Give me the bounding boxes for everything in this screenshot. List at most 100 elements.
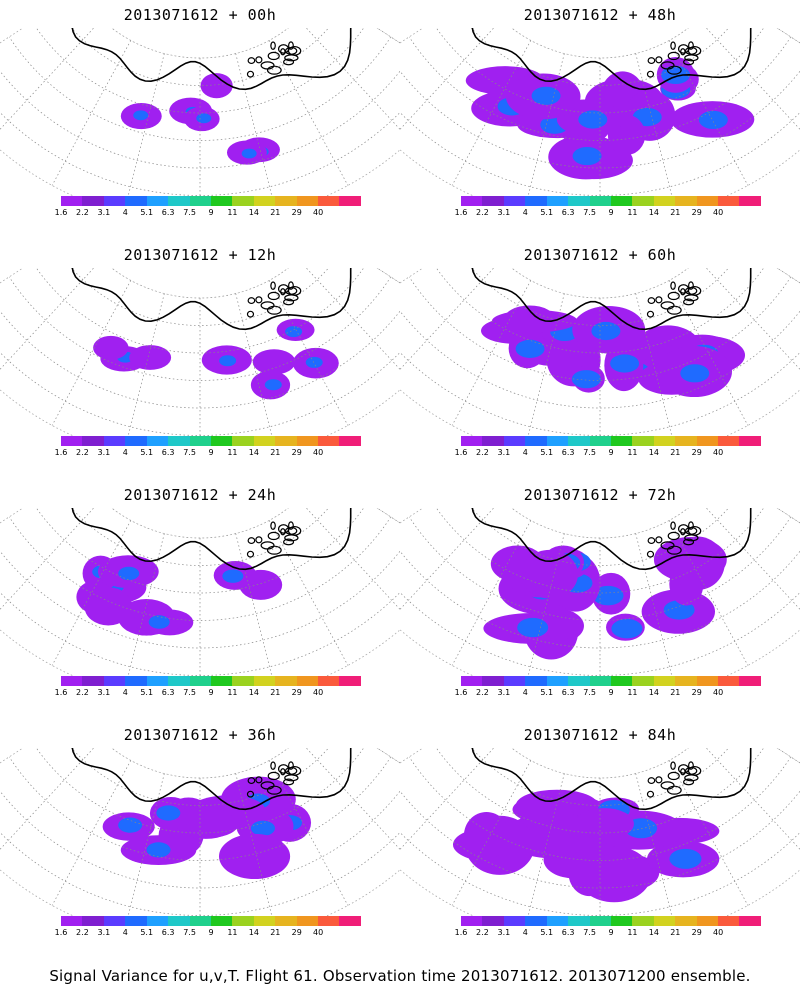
latitude-line bbox=[111, 748, 289, 779]
island bbox=[255, 536, 263, 544]
coastline bbox=[471, 268, 752, 331]
colorbar-label: 9 bbox=[208, 928, 214, 937]
panel-title: 2013071612 + 60h bbox=[523, 246, 677, 264]
colorbar-label: 9 bbox=[608, 928, 614, 937]
island bbox=[283, 538, 295, 546]
colorbar-swatch bbox=[296, 436, 319, 446]
island bbox=[670, 281, 676, 290]
longitude-line bbox=[305, 748, 400, 850]
variance-core bbox=[118, 566, 140, 581]
longitude-line bbox=[376, 28, 400, 44]
island bbox=[266, 65, 282, 75]
colorbar-label: 29 bbox=[291, 928, 302, 937]
variance-core bbox=[515, 339, 545, 358]
colorbar-swatch bbox=[103, 196, 126, 206]
colorbar-label: 9 bbox=[608, 688, 614, 697]
island bbox=[246, 310, 255, 318]
colorbar-label: 40 bbox=[313, 688, 324, 697]
colorbar-swatch bbox=[339, 196, 361, 206]
colorbar-label: 40 bbox=[713, 928, 724, 937]
colorbar bbox=[461, 916, 761, 926]
polar-map bbox=[0, 268, 400, 438]
map-panel: 2013071612 + 24h 1.6 2.2 3.1 4 5.1 6.3 7.5 9 11 14… bbox=[0, 480, 400, 720]
colorbar-labels: 1.6 2.2 3.1 4 5.1 6.3 7.5 9 11 14 21 29 40 bbox=[55, 448, 361, 460]
colorbar-swatch bbox=[653, 196, 676, 206]
island bbox=[283, 298, 295, 306]
colorbar-swatch bbox=[253, 196, 276, 206]
island bbox=[683, 298, 695, 306]
colorbar-swatch bbox=[675, 676, 697, 686]
polar-map bbox=[400, 748, 800, 918]
colorbar-swatch bbox=[632, 676, 654, 686]
colorbar bbox=[61, 436, 361, 446]
colorbar-label: 40 bbox=[313, 208, 324, 217]
colorbar-label: 5.1 bbox=[140, 928, 154, 937]
colorbar-swatch bbox=[232, 436, 254, 446]
variance-area bbox=[93, 335, 129, 360]
panel-title: 2013071612 + 48h bbox=[523, 6, 677, 24]
colorbar-swatch bbox=[482, 196, 504, 206]
island bbox=[255, 776, 263, 784]
colorbar-label: 9 bbox=[208, 208, 214, 217]
latitude-line bbox=[400, 310, 800, 409]
colorbar-swatch bbox=[210, 436, 233, 446]
colorbar-swatch bbox=[296, 916, 319, 926]
latitude-line bbox=[408, 36, 792, 141]
colorbar-label: 6.3 bbox=[161, 208, 175, 217]
island bbox=[677, 44, 690, 54]
island bbox=[288, 521, 294, 530]
colorbar-label: 6.3 bbox=[561, 688, 575, 697]
island bbox=[647, 537, 656, 545]
island bbox=[684, 286, 698, 295]
colorbar-swatch bbox=[296, 676, 319, 686]
colorbar-swatch bbox=[275, 196, 297, 206]
island bbox=[288, 41, 294, 50]
colorbar-swatch bbox=[125, 436, 147, 446]
island bbox=[680, 768, 686, 776]
figure-caption: Signal Variance for u,v,T. Flight 61. Ob… bbox=[49, 967, 751, 985]
longitude-line bbox=[235, 533, 273, 678]
colorbar-swatch bbox=[189, 196, 211, 206]
island bbox=[677, 524, 690, 534]
island bbox=[284, 46, 298, 55]
island bbox=[267, 51, 280, 61]
island bbox=[266, 305, 282, 315]
latitude-line bbox=[400, 550, 800, 649]
variance-core bbox=[219, 355, 237, 367]
latitude-line bbox=[111, 268, 289, 299]
colorbar-label: 6.3 bbox=[161, 688, 175, 697]
variance-area bbox=[521, 549, 579, 599]
colorbar-swatch bbox=[739, 916, 761, 926]
colorbar-label: 3.1 bbox=[497, 688, 511, 697]
coastline bbox=[471, 508, 752, 571]
colorbar-label: 40 bbox=[313, 448, 324, 457]
colorbar-label: 21 bbox=[270, 208, 281, 217]
colorbar-label: 7.5 bbox=[583, 688, 596, 697]
colorbar-swatch bbox=[168, 676, 190, 686]
longitude-line bbox=[305, 268, 400, 370]
variance-area bbox=[568, 847, 611, 897]
island bbox=[666, 785, 682, 795]
island bbox=[684, 526, 698, 535]
colorbar-label: 14 bbox=[648, 928, 659, 937]
island bbox=[260, 781, 275, 790]
island bbox=[646, 790, 655, 798]
colorbar-swatch bbox=[168, 196, 190, 206]
coastline bbox=[471, 28, 752, 91]
colorbar-label: 7.5 bbox=[183, 208, 196, 217]
island bbox=[277, 284, 290, 294]
latitude-line bbox=[0, 310, 400, 409]
colorbar-label: 11 bbox=[627, 208, 638, 217]
colorbar-swatch bbox=[146, 676, 169, 686]
colorbar-swatch bbox=[632, 196, 654, 206]
colorbar-label: 21 bbox=[270, 688, 281, 697]
island bbox=[680, 528, 686, 536]
island bbox=[288, 761, 294, 770]
colorbar-label: 3.1 bbox=[497, 208, 511, 217]
colorbar-label: 7.5 bbox=[583, 928, 596, 937]
map-boundary bbox=[400, 748, 800, 918]
variance-core bbox=[250, 820, 275, 836]
colorbar-label: 6.3 bbox=[561, 928, 575, 937]
colorbar-swatch bbox=[675, 436, 697, 446]
colorbar-swatch bbox=[739, 676, 761, 686]
